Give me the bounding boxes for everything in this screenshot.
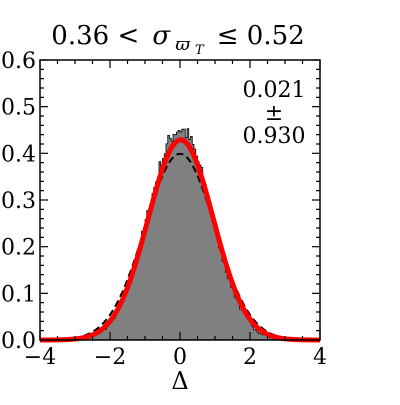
- x-tick-label: −4: [24, 345, 56, 370]
- x-tick-label: 0: [173, 345, 187, 370]
- y-tick-label: 0.0: [1, 329, 36, 354]
- y-tick-label: 0.6: [1, 49, 36, 74]
- title-left: 0.36 <: [51, 21, 139, 51]
- y-tick-label: 0.3: [1, 189, 36, 214]
- y-tick-label: 0.2: [1, 236, 36, 261]
- title-subsubscript: T: [195, 43, 205, 58]
- x-axis-label: Δ: [171, 367, 188, 395]
- title-subscript: ϖ: [175, 34, 191, 55]
- histogram-bars: [75, 128, 286, 341]
- title-sigma: σ: [152, 21, 171, 51]
- fit-curve: [39, 137, 321, 343]
- y-tick-label: 0.5: [1, 96, 36, 121]
- y-tick-label: 0.1: [1, 282, 36, 307]
- annotation-sigma: 0.930: [243, 124, 306, 149]
- y-tick-label: 0.4: [1, 142, 36, 167]
- plot-area: −4 −2 0 2 4 0.0 0.1 0.2 0.3 0.4 0.5 0.6: [1, 49, 327, 370]
- chart-title: 0.36 < σ ϖ T ≤ 0.52: [51, 21, 304, 58]
- x-tick-label: 4: [313, 345, 327, 370]
- annotation-pm: ±: [265, 101, 283, 126]
- x-tick-label: −2: [94, 345, 126, 370]
- title-right: ≤ 0.52: [217, 21, 305, 51]
- x-tick-label: 2: [243, 345, 257, 370]
- annotation-mean: 0.021: [243, 78, 306, 103]
